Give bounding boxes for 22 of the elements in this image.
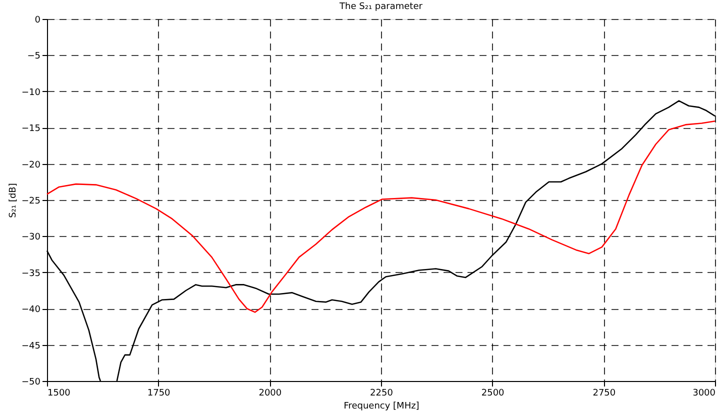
y-tick-label: −15 [22,124,40,134]
x-tick-label: 2750 [592,388,616,398]
y-tick-label: −25 [22,196,40,206]
chart-title: The S₂₁ parameter [338,2,423,12]
x-tick-label: 2250 [370,388,394,398]
x-tick-label: 2000 [258,388,282,398]
y-axis-title: S₂₁ [dB] [8,183,19,218]
y-tick-label: 0 [34,16,41,26]
y-tick-label: −40 [22,305,41,316]
line-series [46,120,716,313]
x-tick-label: 2500 [481,388,505,398]
y-tick-label: −50 [22,378,41,388]
x-tick-label: 3000 [692,388,716,398]
y-tick-label: −20 [22,160,41,170]
x-axis-title: Frequency [MHz] [344,402,420,412]
x-tick-label: 1750 [147,388,171,398]
y-tick-label: −35 [22,268,40,279]
y-tick-label: −5 [27,52,40,62]
y-tick-label: −10 [22,88,41,98]
y-tick-label: −30 [22,232,41,243]
x-tick-label: 1500 [48,388,71,398]
y-tick-label: −45 [22,341,40,352]
